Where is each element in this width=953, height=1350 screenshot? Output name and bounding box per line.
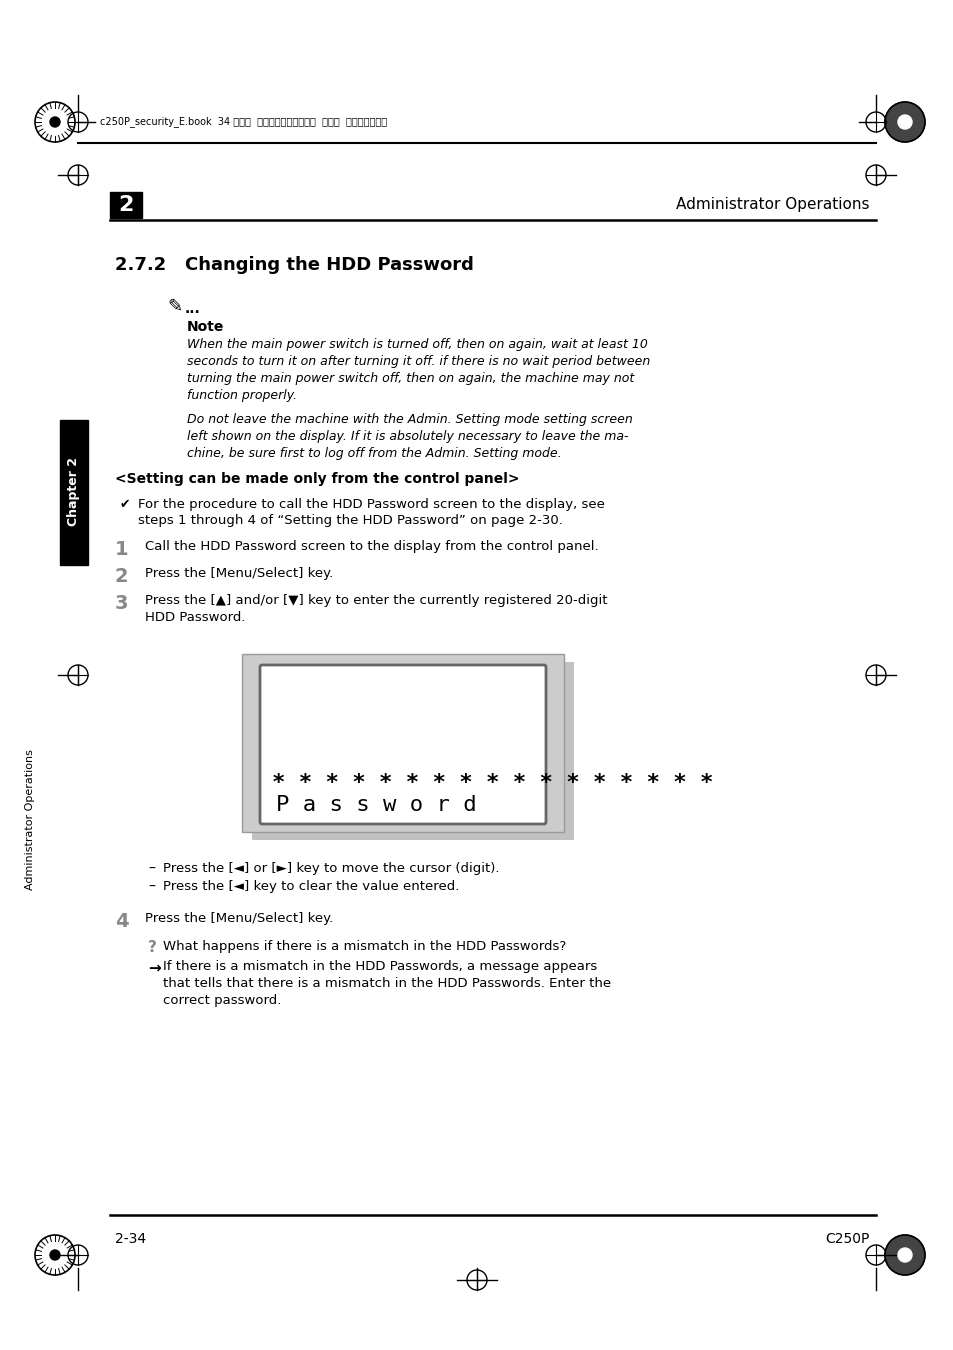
Text: 4: 4: [115, 913, 129, 931]
Text: seconds to turn it on after turning it off. if there is no wait period between: seconds to turn it on after turning it o…: [187, 355, 650, 369]
Text: –: –: [148, 880, 154, 894]
Text: Administrator Operations: Administrator Operations: [25, 749, 35, 891]
Circle shape: [897, 1247, 911, 1262]
Text: ✎: ✎: [167, 298, 182, 316]
Text: chine, be sure first to log off from the Admin. Setting mode.: chine, be sure first to log off from the…: [187, 447, 561, 460]
Text: 1: 1: [115, 540, 129, 559]
Text: If there is a mismatch in the HDD Passwords, a message appears: If there is a mismatch in the HDD Passwo…: [163, 960, 597, 973]
Text: Chapter 2: Chapter 2: [68, 458, 80, 526]
Circle shape: [50, 1250, 60, 1260]
Bar: [60, 420, 88, 566]
Text: For the procedure to call the HDD Password screen to the display, see: For the procedure to call the HDD Passwo…: [138, 498, 604, 512]
Text: * * * * * * * * * * * * * * * * *: * * * * * * * * * * * * * * * * *: [272, 774, 713, 792]
Text: Call the HDD Password screen to the display from the control panel.: Call the HDD Password screen to the disp…: [145, 540, 598, 553]
FancyBboxPatch shape: [260, 666, 545, 824]
Text: C250P: C250P: [824, 1233, 869, 1246]
Text: Note: Note: [187, 320, 224, 333]
Text: function properly.: function properly.: [187, 389, 296, 402]
Text: correct password.: correct password.: [163, 994, 281, 1007]
Text: Press the [◄] key to clear the value entered.: Press the [◄] key to clear the value ent…: [163, 880, 459, 892]
Bar: [242, 653, 563, 832]
Text: turning the main power switch off, then on again, the machine may not: turning the main power switch off, then …: [187, 373, 634, 385]
Circle shape: [884, 103, 924, 142]
Text: Do not leave the machine with the Admin. Setting mode setting screen: Do not leave the machine with the Admin.…: [187, 413, 632, 427]
Text: ?: ?: [148, 940, 156, 954]
Text: When the main power switch is turned off, then on again, wait at least 10: When the main power switch is turned off…: [187, 338, 647, 351]
Text: steps 1 through 4 of “Setting the HDD Password” on page 2-30.: steps 1 through 4 of “Setting the HDD Pa…: [138, 514, 562, 526]
Bar: [110, 192, 142, 217]
Bar: [252, 662, 574, 840]
Text: 3: 3: [115, 594, 129, 613]
Circle shape: [897, 115, 911, 130]
Text: ...: ...: [185, 302, 200, 316]
Text: Press the [Menu/Select] key.: Press the [Menu/Select] key.: [145, 567, 333, 580]
Text: left shown on the display. If it is absolutely necessary to leave the ma-: left shown on the display. If it is abso…: [187, 431, 628, 443]
Text: Press the [◄] or [►] key to move the cursor (digit).: Press the [◄] or [►] key to move the cur…: [163, 863, 499, 875]
Text: Press the [▲] and/or [▼] key to enter the currently registered 20-digit: Press the [▲] and/or [▼] key to enter th…: [145, 594, 607, 608]
Text: <Setting can be made only from the control panel>: <Setting can be made only from the contr…: [115, 472, 519, 486]
Text: P a s s w o r d: P a s s w o r d: [275, 795, 476, 815]
Text: 2.7.2   Changing the HDD Password: 2.7.2 Changing the HDD Password: [115, 256, 474, 274]
Text: that tells that there is a mismatch in the HDD Passwords. Enter the: that tells that there is a mismatch in t…: [163, 977, 611, 990]
Text: →: →: [148, 960, 161, 975]
Text: What happens if there is a mismatch in the HDD Passwords?: What happens if there is a mismatch in t…: [163, 940, 566, 953]
Text: Press the [Menu/Select] key.: Press the [Menu/Select] key.: [145, 913, 333, 925]
Text: 2-34: 2-34: [115, 1233, 146, 1246]
Text: ✔: ✔: [120, 498, 131, 512]
Text: c250P_security_E.book  34 ページ  ２００７年４月１０日  火曜日  午後７時２７分: c250P_security_E.book 34 ページ ２００７年４月１０日 …: [100, 116, 387, 127]
Text: 2: 2: [115, 567, 129, 586]
Text: 2: 2: [118, 194, 133, 215]
Text: HDD Password.: HDD Password.: [145, 612, 245, 624]
Text: –: –: [148, 863, 154, 876]
Circle shape: [884, 1235, 924, 1274]
Circle shape: [50, 117, 60, 127]
Text: Administrator Operations: Administrator Operations: [676, 197, 869, 212]
